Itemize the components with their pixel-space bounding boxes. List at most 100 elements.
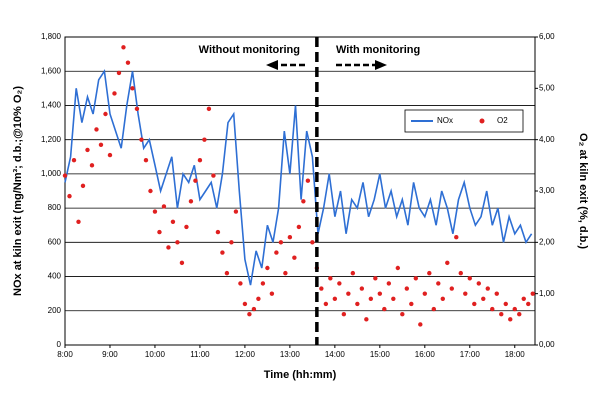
o2-point [62, 173, 68, 178]
legend-label: NOx [437, 116, 453, 125]
x-tick-label: 14:00 [325, 350, 346, 359]
x-tick-label: 13:00 [280, 350, 301, 359]
o2-point [346, 291, 351, 296]
o2-point [382, 306, 387, 312]
o2-point [157, 229, 162, 235]
o2-point [211, 173, 216, 178]
o2-point [274, 250, 279, 255]
o2-point [395, 265, 401, 271]
o2-point [404, 286, 410, 291]
y2-axis-label: O₂ at kiln exit (%, d.b.) [577, 133, 589, 249]
o2-point [175, 240, 180, 245]
o2-point [179, 260, 185, 266]
o2-point [238, 281, 243, 286]
y2-tick-label: 1,00 [539, 289, 555, 298]
x-tick-label: 8:00 [57, 350, 73, 359]
o2-point [400, 312, 405, 317]
o2-point [121, 45, 126, 50]
o2-point [449, 286, 454, 291]
o2-point [278, 240, 284, 245]
o2-point [517, 312, 522, 317]
o2-point [476, 281, 481, 286]
o2-point [373, 276, 378, 281]
o2-point [323, 301, 329, 307]
o2-point [310, 240, 315, 245]
o2-point [364, 317, 369, 322]
o2-point [512, 306, 517, 312]
o2-point [125, 60, 131, 65]
x-tick-label: 17:00 [460, 350, 481, 359]
y2-tick-label: 3,00 [539, 186, 555, 195]
o2-point [283, 270, 288, 276]
x-tick-label: 9:00 [102, 350, 118, 359]
o2-point [251, 306, 257, 312]
o2-point [116, 70, 122, 76]
o2-point [490, 306, 495, 312]
o2-point [202, 137, 207, 142]
o2-point [134, 106, 140, 112]
o2-point [467, 276, 472, 281]
o2-point [206, 106, 212, 112]
o2-point [328, 276, 333, 281]
o2-point [233, 209, 239, 214]
o2-point [481, 296, 486, 301]
x-axis-label: Time (hh:mm) [264, 369, 337, 381]
o2-point [256, 296, 261, 301]
o2-point [494, 291, 499, 296]
y-tick-label: 1,000 [41, 169, 62, 178]
y2-tick-label: 5,00 [539, 83, 555, 92]
o2-point [170, 219, 176, 224]
o2-point [188, 199, 194, 204]
o2-point [107, 152, 113, 158]
o2-point [184, 224, 189, 230]
o2-point [161, 204, 167, 209]
legend-box [404, 109, 524, 133]
y-tick-label: 1,400 [41, 101, 62, 110]
y-tick-label: 1,200 [41, 135, 62, 144]
x-tick-label: 11:00 [190, 350, 210, 359]
x-tick-label: 18:00 [505, 350, 526, 359]
o2-point [220, 250, 225, 255]
o2-point [269, 291, 275, 296]
o2-point [296, 224, 302, 230]
annotation: With monitoring [336, 44, 420, 56]
y-tick-label: 800 [48, 203, 62, 212]
o2-point [152, 209, 158, 214]
o2-point [368, 296, 374, 301]
o2-point [67, 193, 72, 199]
o2-point [418, 322, 423, 327]
o2-point [197, 158, 203, 163]
y2-tick-label: 6,00 [539, 32, 555, 41]
o2-point [265, 265, 270, 271]
y-tick-label: 1,600 [41, 66, 62, 75]
arrow-right [336, 60, 387, 70]
o2-point [526, 301, 531, 307]
o2-point [301, 199, 306, 204]
o2-point [436, 281, 441, 286]
o2-point [422, 291, 428, 296]
o2-point [112, 91, 117, 96]
x-tick-label: 16:00 [415, 350, 436, 359]
o2-point [224, 270, 230, 276]
o2-point [508, 317, 513, 322]
o2-point [445, 260, 450, 266]
o2-point [193, 178, 198, 183]
y2-tick-label: 0,00 [539, 340, 555, 349]
x-tick-label: 15:00 [370, 350, 391, 359]
y-tick-label: 600 [48, 237, 62, 246]
o2-point [71, 158, 77, 163]
o2-point [503, 301, 508, 307]
o2-point [287, 235, 293, 240]
o2-point [98, 142, 104, 147]
o2-point [337, 281, 342, 286]
o2-point [440, 296, 445, 301]
y2-tick-label: 2,00 [539, 237, 555, 246]
y2-tick-label: 4,00 [539, 135, 555, 144]
annotation: Without monitoring [199, 44, 300, 56]
o2-point [130, 86, 135, 91]
o2-point [85, 147, 90, 153]
o2-point [377, 291, 383, 296]
o2-point [139, 137, 144, 142]
o2-point [76, 219, 81, 224]
o2-point [341, 312, 347, 317]
